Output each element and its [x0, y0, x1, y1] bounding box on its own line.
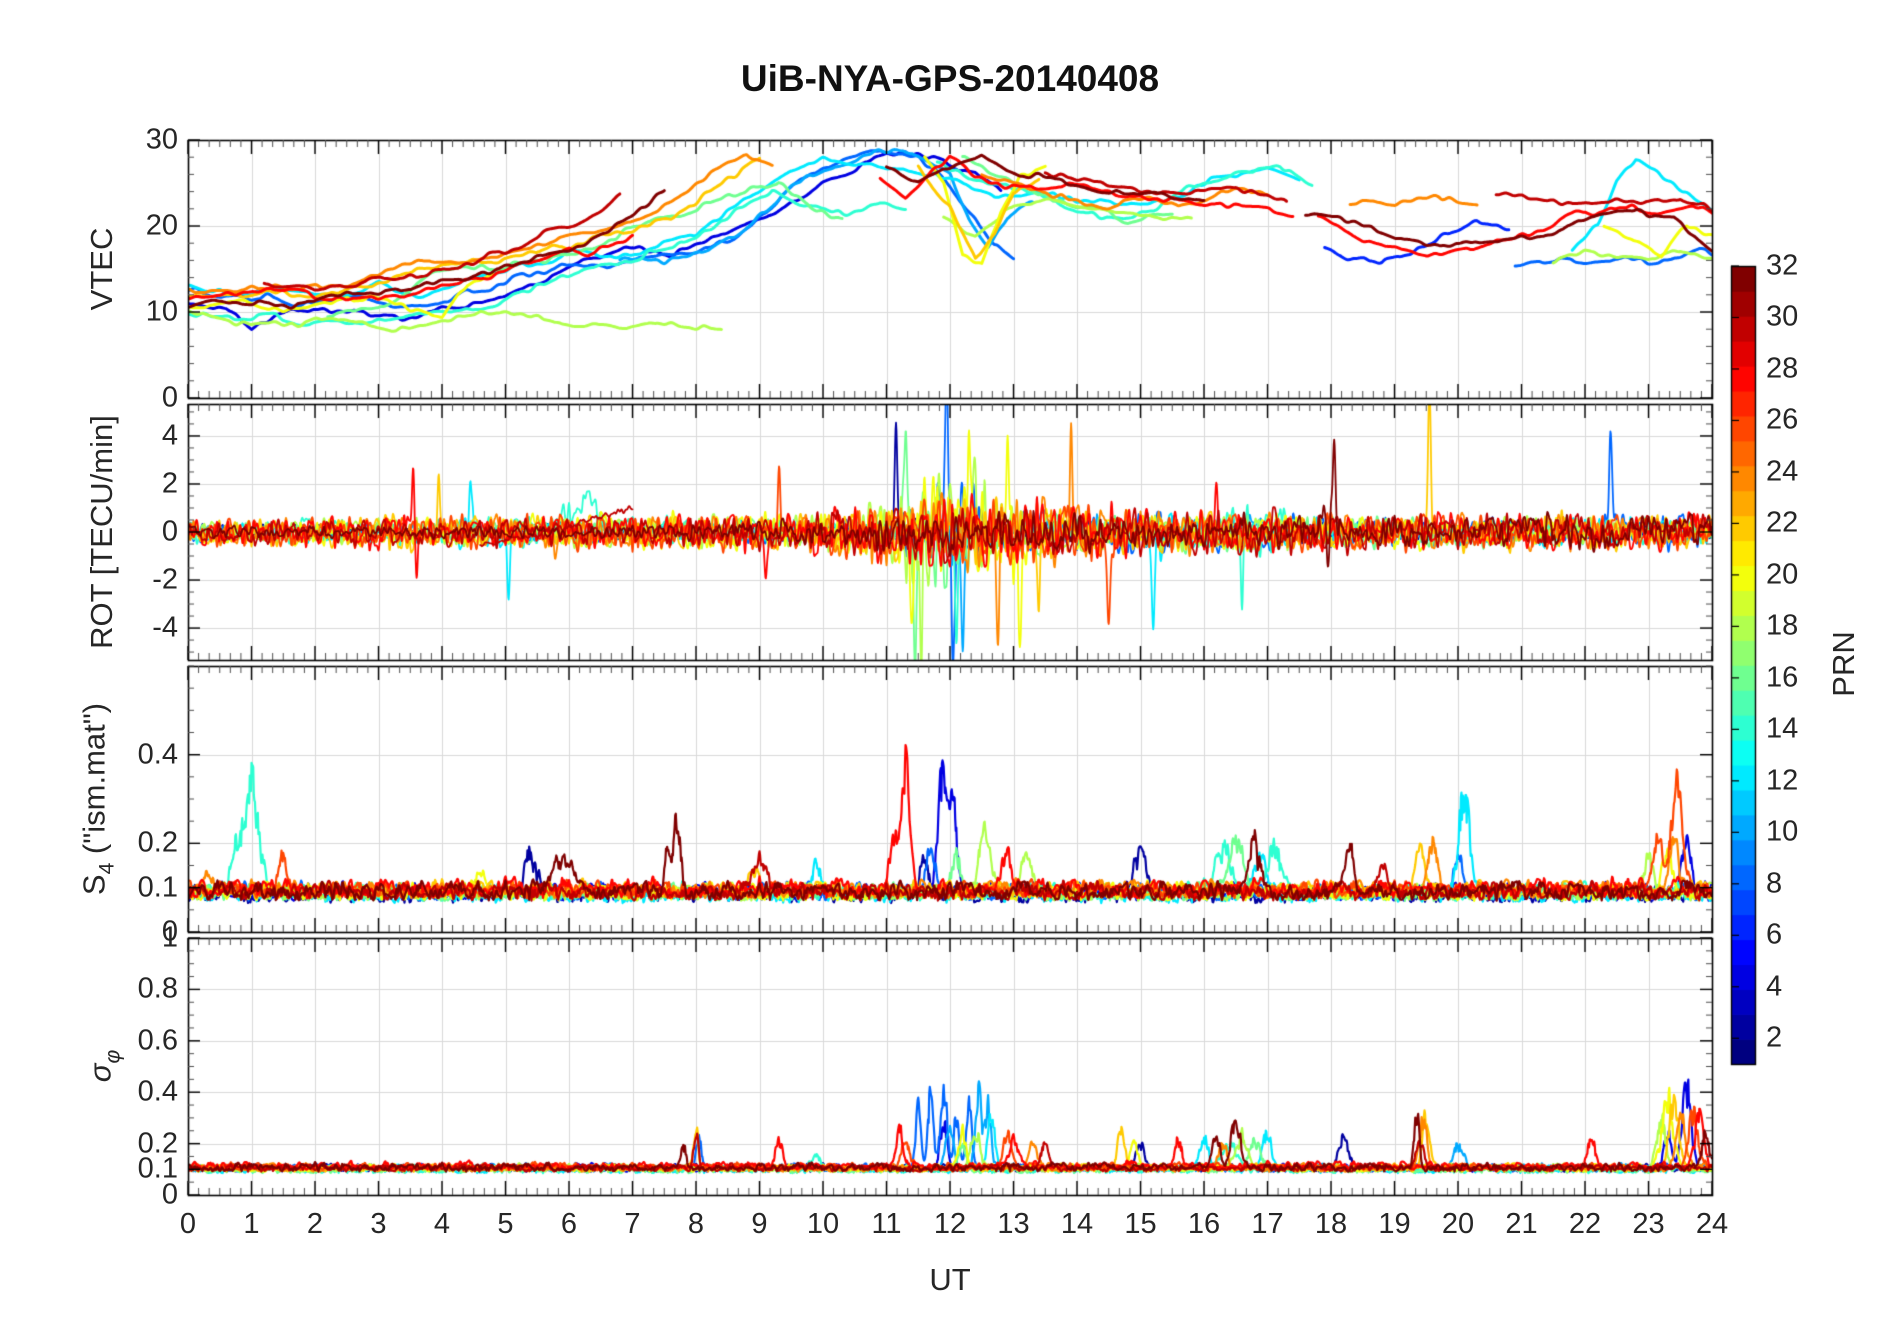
colorbar-tick-label: 8 — [1766, 867, 1783, 900]
colorbar-tick-label: 6 — [1766, 918, 1783, 951]
y-tick-label: 0 — [161, 381, 178, 414]
y-tick-label: 20 — [145, 209, 178, 242]
colorbar-tick-label: 30 — [1766, 300, 1799, 333]
colorbar-tick-label: 32 — [1766, 249, 1799, 282]
y-tick-label: 0.1 — [137, 1152, 178, 1185]
y-tick-label: 0.2 — [137, 1127, 178, 1160]
x-tick-label: 2 — [306, 1208, 324, 1240]
y-tick-label: 0.1 — [137, 871, 178, 904]
x-tick-label: 16 — [1187, 1208, 1221, 1240]
y-tick-label: 0.4 — [137, 1075, 178, 1108]
y-tick-label: -4 — [152, 611, 178, 644]
x-tick-label: 9 — [751, 1208, 768, 1240]
x-tick-label: 10 — [806, 1208, 840, 1240]
y-tick-label: 2 — [161, 467, 178, 500]
colorbar-tick-label: 16 — [1766, 661, 1799, 694]
colorbar-tick-label: 4 — [1766, 970, 1783, 1003]
x-tick-label: 19 — [1378, 1208, 1411, 1240]
colorbar-tick-label: 20 — [1766, 558, 1799, 591]
x-tick-label: 24 — [1695, 1208, 1729, 1240]
x-tick-label: 15 — [1124, 1208, 1157, 1240]
x-tick-label: 3 — [370, 1208, 387, 1240]
x-tick-label: 21 — [1505, 1208, 1538, 1240]
x-tick-label: 17 — [1251, 1208, 1284, 1240]
x-tick-label: 23 — [1632, 1208, 1665, 1240]
x-tick-label: 0 — [179, 1208, 197, 1240]
y-tick-label: 0.6 — [137, 1024, 178, 1057]
y-tick-label: 0 — [161, 515, 178, 548]
x-tick-label: 14 — [1060, 1208, 1094, 1240]
plot-title: UiB-NYA-GPS-20140408 — [740, 58, 1160, 99]
y-tick-label: 0.2 — [137, 826, 178, 859]
colorbar-label: PRN — [1826, 631, 1861, 697]
x-tick-label: 4 — [433, 1208, 451, 1240]
x-tick-label: 22 — [1568, 1208, 1602, 1240]
colorbar-tick-label: 18 — [1766, 609, 1799, 642]
colorbar-tick-label: 2 — [1766, 1021, 1783, 1054]
x-tick-label: 8 — [687, 1208, 705, 1240]
colorbar-tick-label: 28 — [1766, 352, 1799, 385]
colorbar-tick-label: 26 — [1766, 403, 1799, 436]
y-axis-label-rot: ROT [TECU/min] — [84, 415, 119, 649]
colorbar-tick-label: 22 — [1766, 506, 1799, 539]
y-tick-label: 0.8 — [137, 972, 178, 1005]
y-tick-label: -2 — [152, 563, 178, 596]
y-tick-label: 1 — [161, 921, 178, 954]
colorbar-tick-label: 14 — [1766, 712, 1799, 745]
y-axis-label-sigma-phi: σφ — [82, 1049, 125, 1083]
x-tick-label: 13 — [997, 1208, 1030, 1240]
x-tick-label: 20 — [1441, 1208, 1475, 1240]
x-axis-label: UT — [929, 1262, 971, 1297]
x-tick-label: 18 — [1314, 1208, 1348, 1240]
y-tick-label: 0.4 — [137, 738, 178, 771]
y-axis-label-vtec: VTEC — [84, 227, 119, 311]
colorbar-tick-label: 24 — [1766, 455, 1799, 488]
x-tick-label: 7 — [624, 1208, 641, 1240]
y-tick-label: 10 — [145, 295, 178, 328]
y-tick-label: 4 — [161, 419, 178, 452]
y-tick-label: 0 — [161, 915, 178, 948]
colorbar-tick-label: 10 — [1766, 815, 1799, 848]
y-tick-label: 0 — [161, 1178, 178, 1211]
x-tick-label: 11 — [871, 1208, 902, 1240]
y-tick-label: 30 — [145, 123, 178, 156]
x-tick-label: 1 — [243, 1208, 260, 1240]
x-tick-label: 6 — [560, 1208, 578, 1240]
x-tick-label: 5 — [497, 1208, 514, 1240]
x-tick-label: 12 — [933, 1208, 967, 1240]
y-axis-label-s4: S4 ("ism.mat") — [76, 702, 119, 896]
colorbar-tick-label: 12 — [1766, 764, 1799, 797]
